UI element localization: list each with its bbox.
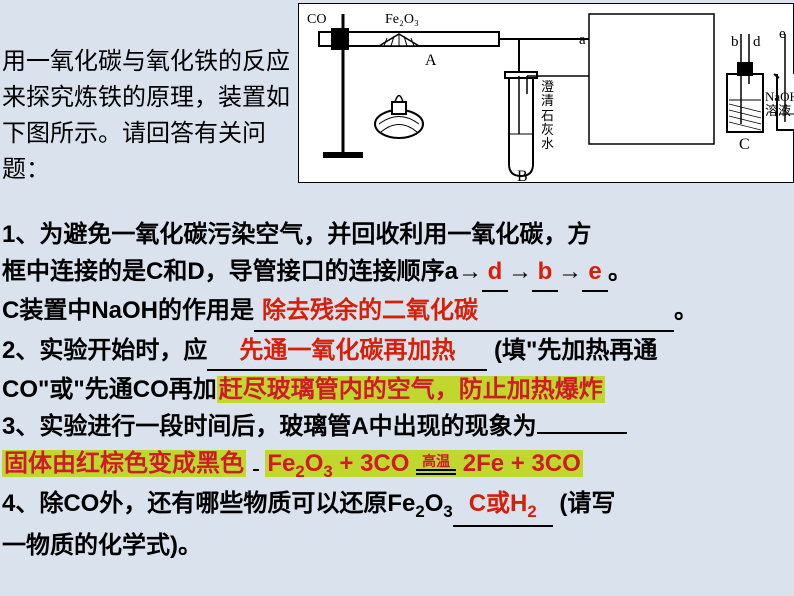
q2-l2-text: CO"或"先通CO再加 [2, 376, 217, 403]
q2-line2: CO"或"先通CO再加赶尽玻璃管内的空气，防止加热爆炸 [2, 371, 792, 408]
q2-ans1: 先通一氧化碳再加热 [239, 337, 455, 364]
ans-b: b [532, 253, 558, 292]
q4-line2: 一物质的化学式)。 [2, 527, 792, 564]
q3-phenom: 固体由红棕色变成黑色 [2, 450, 246, 477]
q2-ans2: 赶尽玻璃管内的空气，防止加热爆炸 [217, 376, 605, 403]
equation: Fe2O3 + 3CO 高温 2Fe + 3CO [265, 450, 582, 477]
label-B: B [517, 168, 528, 186]
ans-e: e [582, 253, 608, 292]
eq-o: O [305, 450, 324, 477]
eq-s3: 3 [323, 462, 332, 481]
q2-tail1: (填"先加热再通 [487, 337, 657, 364]
label-b: b [731, 34, 739, 51]
q1-tail: 。 [608, 258, 632, 285]
q1-line3: C装置中NaOH的作用是除去残余的二氧化碳 。 [2, 292, 792, 331]
arrow2: → [558, 258, 582, 285]
eq-plus: + 3CO [333, 450, 410, 477]
cond-text: 高温 [416, 454, 456, 471]
q4-s3: 3 [443, 502, 452, 521]
questions-block: 1、为避免一氧化碳污染空气，并回收利用一氧化碳，方 框中连接的是C和D，导管接口… [2, 216, 792, 564]
label-C: C [739, 136, 750, 154]
q3-line1: 3、实验进行一段时间后，玻璃管A中出现的现象为 [2, 408, 792, 445]
q1-line1: 1、为避免一氧化碳污染空气，并回收利用一氧化碳，方 [2, 216, 792, 253]
label-naoh: NaOH溶液 [765, 90, 794, 119]
q4-s2: 2 [415, 502, 424, 521]
q1-tail3: 。 [674, 297, 698, 324]
label-a: a [579, 32, 586, 49]
q1-line2: 框中连接的是C和D，导管接口的连接顺序a→d→b→e。 [2, 253, 792, 292]
eq-s2: 2 [295, 462, 304, 481]
q2-l1-text: 2、实验开始时，应 [2, 337, 207, 364]
q1-l2-text: 框中连接的是C和D，导管接口的连接顺序a→ [2, 258, 482, 285]
q4-line1: 4、除CO外，还有哪些物质可以还原Fe2O3 C或H2 (请写 [2, 485, 792, 527]
arrow1: → [508, 258, 532, 285]
reaction-arrow: 高温 [416, 454, 456, 475]
q4-l1-text: 4、除CO外，还有哪些物质可以还原Fe [2, 490, 415, 517]
label-d: d [753, 34, 761, 51]
q1-l3-text: C装置中NaOH的作用是 [2, 297, 254, 324]
q4-ans: C或H2 [469, 490, 537, 517]
apparatus-diagram: CO Fe₂O₃ A B a 澄清石灰水 b d e NaOH溶液 C D [298, 3, 794, 183]
ans-d: d [482, 253, 508, 292]
q2-line1: 2、实验开始时，应 先通一氧化碳再加热 (填"先加热再通 [2, 332, 792, 371]
q3-line2: 固体由红棕色变成黑色 Fe2O3 + 3CO 高温 2Fe + 3CO [2, 445, 792, 485]
label-e: e [779, 26, 786, 43]
q3-l1-text: 3、实验进行一段时间后，玻璃管A中出现的现象为 [2, 413, 537, 440]
intro-text: 用一氧化碳与氧化铁的反应来探究炼铁的原理，装置如下图所示。请回答有关问题： [2, 44, 292, 188]
q4-o: O [425, 490, 444, 517]
label-fe2o3: Fe₂O₃ [385, 12, 419, 28]
q4-tail: (请写 [553, 490, 616, 517]
eq-right: 2Fe + 3CO [463, 450, 581, 477]
label-co: CO [307, 12, 326, 28]
label-A: A [425, 52, 437, 70]
ans-naoh: 除去残余的二氧化碳 [262, 297, 478, 324]
eq-fe: Fe [267, 450, 295, 477]
label-limewater: 澄清石灰水 [541, 80, 557, 151]
